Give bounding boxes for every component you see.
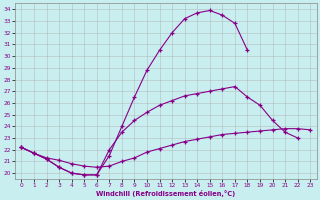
X-axis label: Windchill (Refroidissement éolien,°C): Windchill (Refroidissement éolien,°C) <box>96 190 236 197</box>
